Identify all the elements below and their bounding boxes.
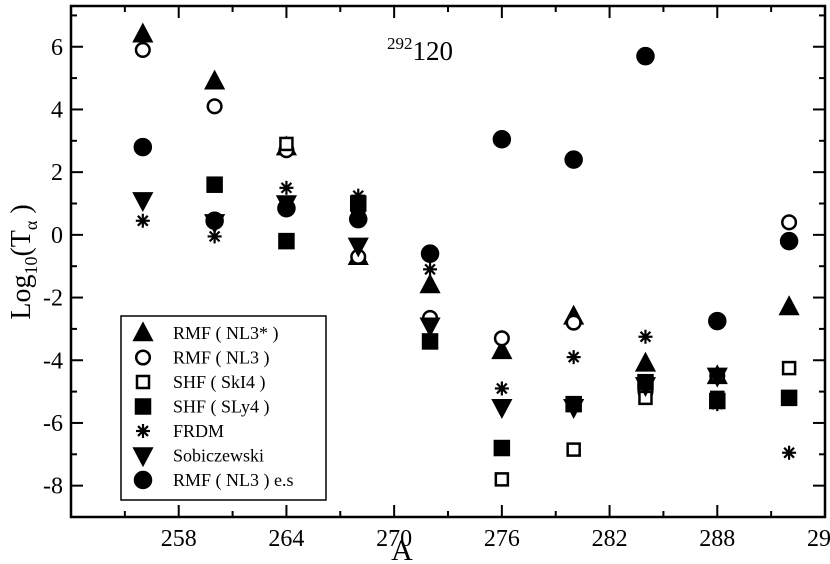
data-point-rmf-nl3-e-s: [492, 129, 512, 149]
y-tick-label: 4: [51, 97, 63, 123]
annotation-superscript: 292: [387, 34, 413, 53]
annotation-text: 120: [413, 36, 454, 66]
legend-label-rmf-nl3: RMF ( NL3* ): [173, 323, 279, 344]
y-tick-label: -2: [43, 286, 63, 312]
data-point-rmf-nl3-e-s: [348, 209, 368, 229]
data-point-rmf-nl3-e-s: [133, 137, 153, 157]
legend-marker-shf-sly4: [134, 398, 152, 415]
x-tick-label: 294: [807, 526, 830, 552]
series-rmf-nl3-e-s: [133, 46, 799, 331]
data-point-sobiczewski: [419, 317, 441, 338]
legend-marker-rmf-nl3: [134, 349, 152, 366]
data-point-frdm: [423, 262, 438, 277]
series-sobiczewski: [132, 192, 728, 419]
data-point-rmf-nl3: [493, 330, 510, 347]
data-point-frdm: [207, 229, 222, 244]
y-label-end: ): [6, 204, 37, 220]
legend-marker-rmf-nl3-e-s: [133, 470, 153, 490]
data-point-shf-ski4: [279, 136, 294, 152]
data-point-sobiczewski: [634, 377, 657, 397]
y-label-sub2: α: [21, 220, 41, 230]
data-point-rmf-nl3: [781, 214, 798, 231]
y-label-mid: (T: [6, 230, 37, 256]
data-point-shf-ski4: [781, 360, 797, 376]
data-point-sobiczewski: [491, 399, 513, 419]
x-tick-label: 258: [161, 526, 197, 552]
data-point-sobiczewski: [706, 367, 728, 388]
data-point-rmf-nl3-e-s: [779, 231, 799, 251]
legend: RMF ( NL3* ) RMF ( NL3 ) SHF ( SkI4 ) SHF (…: [120, 315, 327, 501]
data-point-rmf-nl3: [634, 351, 657, 372]
data-point-rmf-nl3: [132, 22, 154, 43]
legend-label-rmf-nl3: RMF ( NL3 ): [173, 348, 270, 369]
x-tick-label: 270: [376, 526, 412, 552]
y-label-sub1: 10: [21, 257, 41, 275]
legend-marker-shf-ski4: [135, 374, 151, 390]
data-point-frdm: [351, 188, 366, 203]
x-tick-label: 288: [699, 526, 735, 552]
data-point-shf-sly4: [206, 176, 223, 193]
y-label-base: Log: [6, 275, 37, 320]
legend-label-sobiczewski: Sobiczewski: [173, 446, 264, 466]
data-point-shf-sly4: [493, 439, 511, 457]
plot-annotation: 292120: [387, 34, 453, 66]
data-point-frdm: [135, 213, 150, 228]
data-point-rmf-nl3-e-s: [420, 244, 440, 263]
data-point-shf-sly4: [780, 389, 798, 407]
legend-box: [120, 315, 327, 501]
data-point-frdm: [782, 445, 797, 460]
data-point-rmf-nl3: [206, 98, 223, 115]
data-point-rmf-nl3-e-s: [277, 198, 296, 218]
data-point-rmf-nl3: [778, 295, 800, 316]
data-markers: [132, 22, 800, 487]
data-point-shf-ski4: [566, 442, 581, 457]
data-point-frdm: [710, 397, 725, 412]
legend-marker-rmf-nl3: [132, 321, 154, 342]
y-tick-label: -6: [43, 411, 63, 437]
data-point-rmf-nl3-e-s: [708, 311, 727, 331]
legend-label-shf-ski4: SHF ( SkI4 ): [173, 372, 266, 393]
legend-marker-sobiczewski: [132, 447, 154, 468]
data-point-rmf-nl3: [491, 339, 513, 360]
y-tick-label: 6: [51, 35, 63, 61]
data-point-rmf-nl3-e-s: [564, 150, 583, 169]
legend-label-shf-sly4: SHF ( SLy4 ): [173, 397, 270, 418]
legend-marker-frdm: [136, 424, 150, 438]
y-tick-label: 0: [51, 223, 63, 249]
x-tick-label: 264: [268, 526, 304, 552]
data-point-shf-ski4: [494, 472, 510, 487]
y-tick-label: -8: [43, 474, 63, 500]
x-tick-label: 276: [484, 526, 520, 552]
data-point-sobiczewski: [563, 399, 585, 419]
data-point-rmf-nl3-e-s: [205, 211, 224, 230]
data-point-frdm: [638, 329, 653, 344]
data-point-rmf-nl3: [204, 69, 226, 90]
axis-ticks: 258 264 270 276 282 288 294 -8 -6 -4 -2 0 2 4 6: [43, 6, 830, 552]
legend-label-rmf-nl3-e-s: RMF ( NL3 ) e.s: [173, 470, 294, 491]
y-tick-label: 2: [51, 160, 63, 186]
legend-label-frdm: FRDM: [173, 421, 224, 441]
y-axis-label: Log10(Tα ): [6, 204, 41, 319]
data-point-shf-sly4: [278, 232, 295, 250]
x-axis-label: A: [391, 534, 413, 564]
data-point-frdm: [494, 381, 509, 396]
data-point-sobiczewski: [347, 237, 369, 258]
x-tick-label: 282: [592, 526, 628, 552]
data-point-sobiczewski: [132, 192, 154, 213]
series-frdm: [135, 180, 797, 460]
data-point-rmf-nl3: [419, 273, 441, 294]
y-tick-label: -4: [43, 348, 63, 374]
data-point-rmf-nl3: [565, 314, 582, 331]
data-point-rmf-nl3: [134, 41, 151, 58]
data-point-rmf-nl3-e-s: [636, 46, 655, 66]
data-point-frdm: [566, 350, 581, 365]
data-point-frdm: [279, 180, 294, 195]
